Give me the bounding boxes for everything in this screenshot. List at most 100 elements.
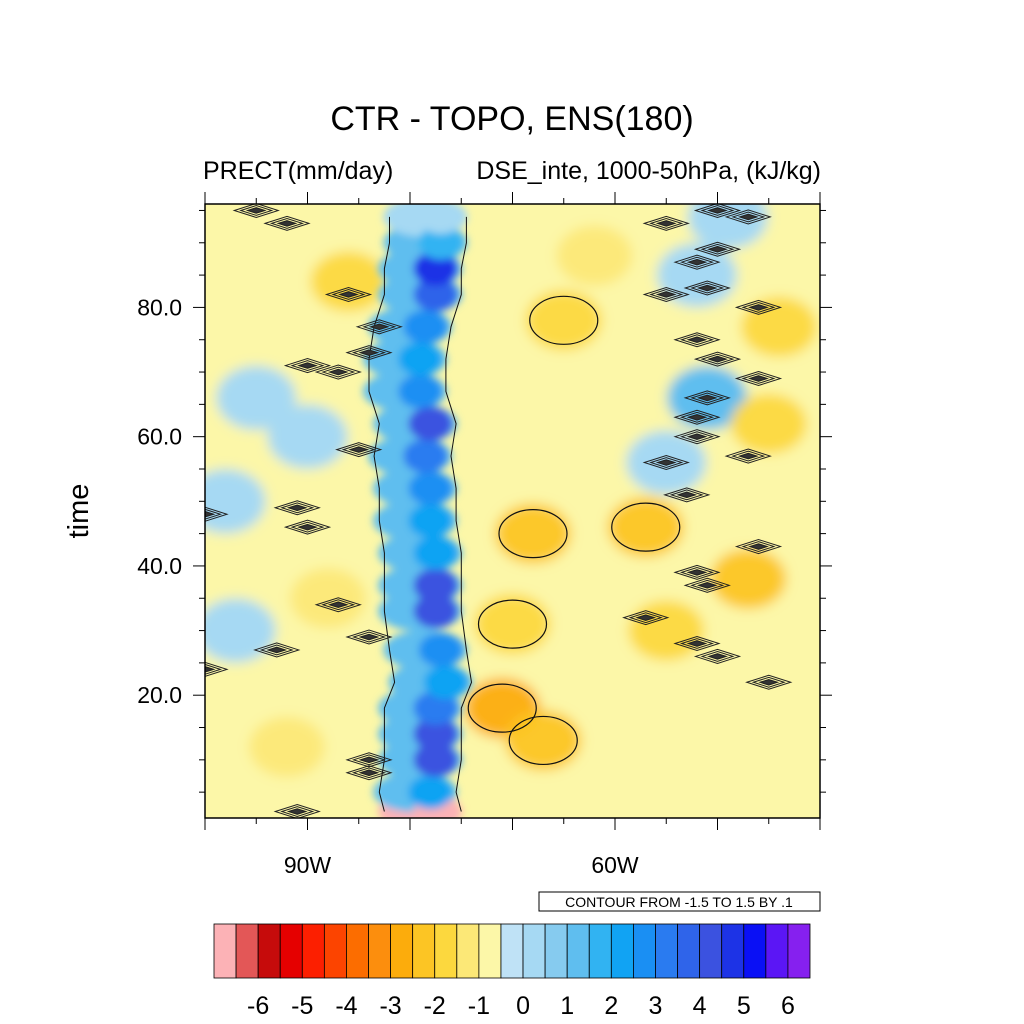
dse-contour-feature: [232, 204, 280, 218]
colorbar-swatch: [765, 923, 789, 979]
precip-band-point: [423, 665, 468, 700]
dse-contour-feature: [345, 345, 393, 361]
colorbar-label: -5: [291, 992, 313, 1020]
dse-contour-feature: [673, 409, 721, 425]
precip-band-point: [413, 594, 458, 629]
x-tick-label: 60W: [591, 852, 639, 878]
colorbar-swatch: [456, 923, 480, 979]
dse-contour-feature: [345, 629, 393, 645]
colorbar-label: 6: [781, 992, 795, 1020]
precip-band-point: [418, 632, 463, 667]
dse-contour-feature: [273, 500, 321, 516]
colorbar-label: -4: [335, 992, 357, 1020]
dse-contour-feature: [693, 241, 742, 257]
dse-contour-feature: [355, 319, 403, 335]
colorbar-label: -1: [468, 992, 490, 1020]
subtitle-right: DSE_inte, 1000-50hPa, (kJ/kg): [476, 157, 821, 185]
precip-band-point: [408, 471, 453, 506]
colorbar-swatch: [544, 923, 568, 979]
colorbar-swatch: [787, 923, 811, 979]
precip-band-point: [413, 251, 458, 286]
colorbar-label: -2: [424, 992, 446, 1020]
y-tick-label: 60.0: [137, 424, 182, 450]
dse-contour-feature: [642, 455, 690, 471]
precip-band-point: [418, 204, 463, 234]
warm-anomaly: [474, 594, 551, 655]
warm-anomaly: [290, 568, 366, 629]
y-axis-label: time: [63, 484, 95, 539]
colorbar-swatch: [434, 923, 458, 979]
contour-line: [611, 502, 681, 552]
precip-band-point: [398, 374, 443, 409]
colorbar-swatch: [677, 923, 701, 979]
colorbar-swatch: [522, 923, 546, 979]
precip-band-point: [413, 277, 458, 312]
dse-contour-feature: [622, 610, 670, 626]
chart-title: CTR - TOPO, ENS(180): [330, 100, 693, 138]
dse-contour-feature: [673, 254, 721, 270]
precip-band-point: [413, 536, 458, 571]
colorbar-swatch: [566, 923, 590, 979]
precip-band-point: [413, 716, 458, 751]
dse-contour-feature: [673, 429, 721, 445]
precip-band-point: [408, 503, 453, 538]
colorbar-swatch: [655, 923, 678, 979]
dse-contour-feature: [734, 370, 783, 387]
dse-contour-feature: [693, 204, 742, 218]
contour-info-box: [538, 891, 821, 912]
plot-area: [205, 204, 820, 818]
colorbar-label: 2: [604, 992, 618, 1020]
warm-anomaly: [525, 290, 602, 351]
colorbar-swatch: [235, 923, 259, 979]
colorbar-swatch: [346, 923, 369, 979]
precip-band-point: [413, 742, 458, 777]
warm-anomaly: [505, 710, 582, 771]
contour-line: [529, 295, 599, 345]
dse-contour-feature: [683, 280, 731, 296]
colorbar-swatch: [412, 923, 436, 979]
dse-contour-feature: [683, 390, 731, 406]
cool-anomaly: [216, 365, 297, 430]
contour-line: [368, 216, 396, 812]
precip-band-point: [413, 691, 458, 726]
warm-anomaly: [607, 497, 684, 558]
contour-line: [467, 683, 537, 733]
colorbar-swatch: [633, 923, 656, 979]
dse-contour-feature: [683, 577, 731, 593]
colorbar-swatch: [743, 923, 767, 979]
colorbar-swatch: [588, 923, 612, 979]
warm-anomaly: [495, 503, 571, 564]
warm-anomaly: [556, 225, 633, 286]
colorbar-swatch: [257, 923, 281, 979]
precip-band-point: [403, 439, 448, 474]
dse-contour-feature: [734, 539, 783, 555]
y-tick-label: 40.0: [137, 553, 182, 579]
cool-anomaly: [267, 404, 348, 469]
dse-contour-feature: [205, 661, 229, 677]
contour-info: CONTOUR FROM -1.5 TO 1.5 BY .1: [565, 894, 793, 910]
y-tick-label: 80.0: [137, 294, 182, 320]
dse-contour-feature: [205, 506, 229, 522]
warm-anomaly: [249, 716, 325, 777]
x-tick-label: 90W: [284, 852, 332, 878]
colorbar-swatch: [610, 923, 634, 979]
subtitle-left: PRECT(mm/day): [203, 157, 393, 185]
dse-contour-feature: [345, 752, 393, 768]
precip-band-point: [408, 406, 453, 441]
warm-anomaly: [730, 393, 807, 454]
warm-anomaly: [628, 600, 705, 661]
dse-contour-feature: [642, 286, 690, 303]
contour-line: [445, 216, 473, 812]
precip-band-point: [398, 342, 443, 377]
colorbar-swatch: [279, 923, 303, 979]
colorbar-label: 1: [560, 992, 574, 1020]
dse-contour-feature: [283, 519, 332, 535]
warm-anomaly: [710, 548, 787, 609]
cool-anomaly: [657, 243, 737, 308]
dse-contour-feature: [314, 597, 362, 613]
colorbar-label: 3: [649, 992, 663, 1020]
dse-contour-feature: [673, 635, 721, 652]
warm-anomaly: [741, 296, 817, 357]
contour-line: [477, 599, 548, 649]
